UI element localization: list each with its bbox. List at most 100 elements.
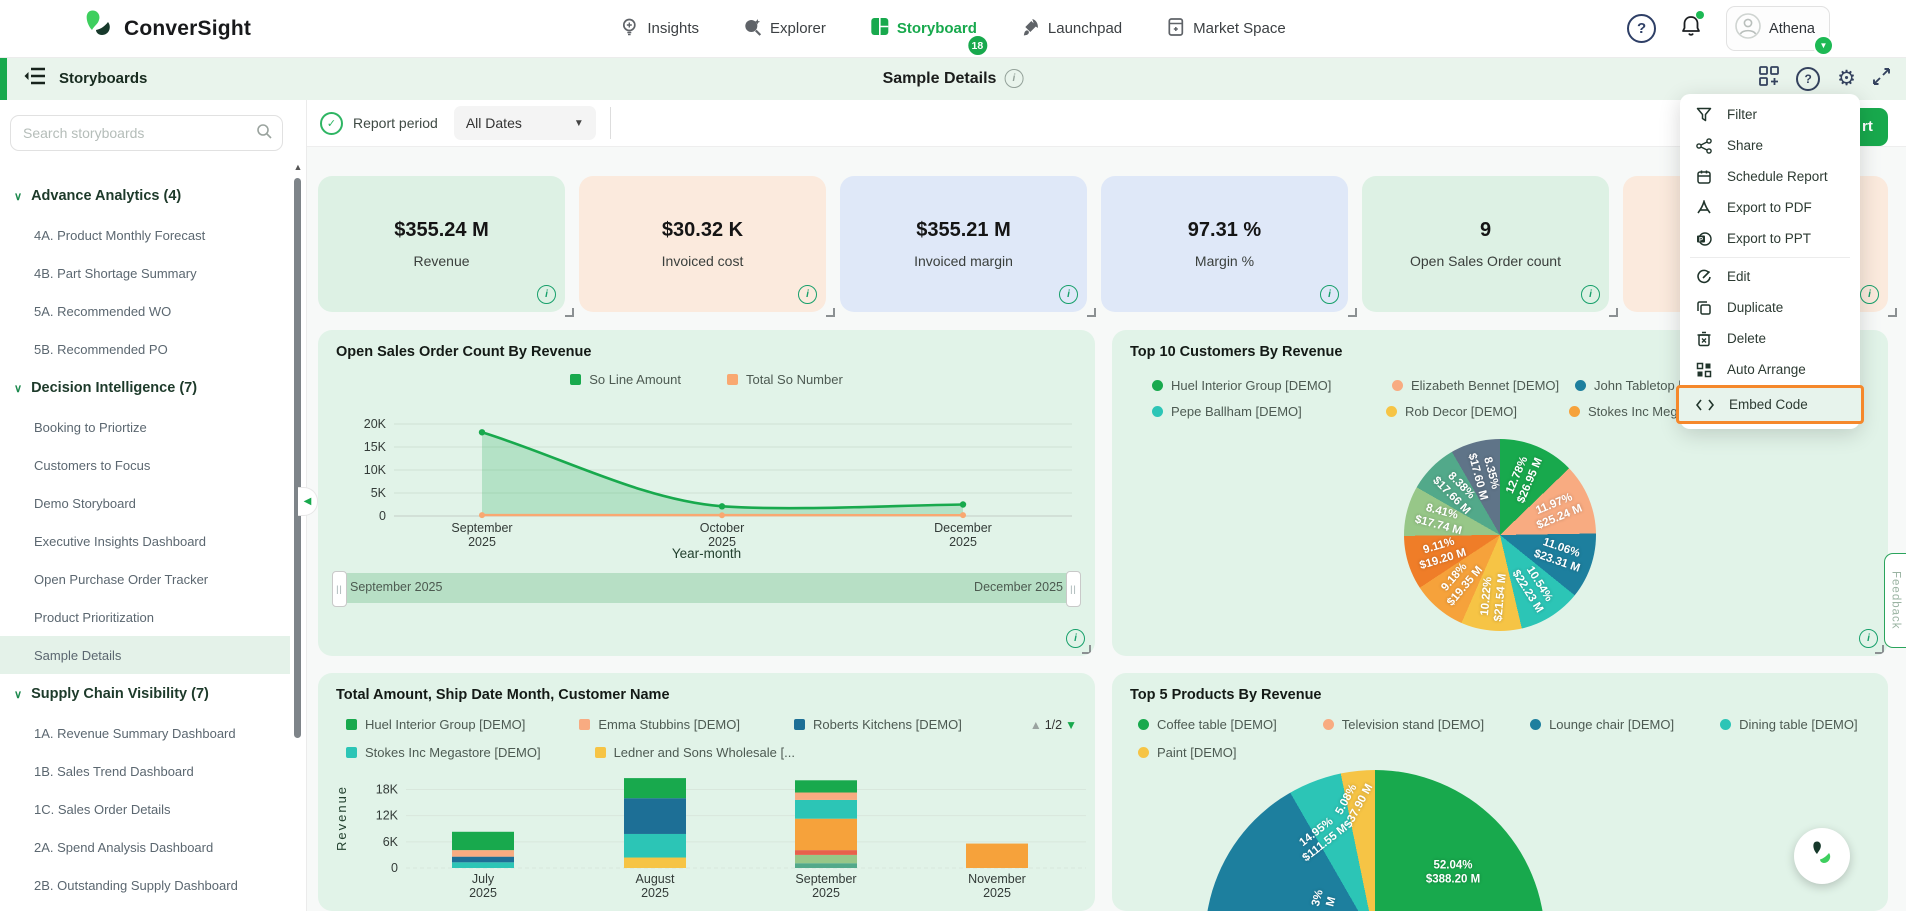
menu-item-schedule-report[interactable]: Schedule Report xyxy=(1680,161,1860,192)
legend-item-paint-demo-[interactable]: Paint [DEMO] xyxy=(1138,745,1236,760)
kpi-card-revenue[interactable]: $355.24 M Revenue i xyxy=(318,176,574,317)
menu-item-export-to-ppt[interactable]: P Export to PPT xyxy=(1680,223,1860,254)
scrollbar-thumb[interactable] xyxy=(294,178,301,738)
sidebar-item-customers-to-focus[interactable]: Customers to Focus xyxy=(34,457,151,473)
slider-handle-left[interactable]: || xyxy=(332,571,347,607)
sidebar-item-5a-recommended-wo[interactable]: 5A. Recommended WO xyxy=(34,303,172,319)
resize-handle[interactable] xyxy=(1875,645,1884,654)
nav-item-market-space[interactable]: Market Space xyxy=(1166,17,1286,40)
sidebar-group-supply-chain-visibility[interactable]: ∨ Supply Chain Visibility (7) xyxy=(0,674,290,714)
resize-handle[interactable] xyxy=(1888,308,1897,317)
nav-item-storyboard[interactable]: Storyboard 18 xyxy=(870,17,989,57)
legend-item-lounge-chair-demo-[interactable]: Lounge chair [DEMO] xyxy=(1530,717,1674,732)
sidebar-collapse-handle[interactable]: ◀ xyxy=(298,487,318,516)
legend-item-ledner-and-sons-wholesale-[interactable]: Ledner and Sons Wholesale [... xyxy=(594,745,795,760)
kpi-card-invoiced-margin[interactable]: $355.21 M Invoiced margin i xyxy=(840,176,1096,317)
settings-gear-icon[interactable]: ⚙ xyxy=(1837,67,1856,90)
notifications-bell-icon[interactable] xyxy=(1680,11,1705,43)
legend-item-rob-decor-demo-[interactable]: Rob Decor [DEMO] xyxy=(1386,404,1517,419)
resize-handle[interactable] xyxy=(1087,308,1096,317)
sidebar-group-advance-analytics[interactable]: ∨ Advance Analytics (4) xyxy=(0,176,290,216)
resize-handle[interactable] xyxy=(1609,308,1618,317)
board-help-icon[interactable]: ? xyxy=(1796,66,1821,91)
report-period-checkbox[interactable]: ✓ xyxy=(320,111,343,135)
stacked-bar-chart[interactable]: 18K 12K 6K 0 July 2025 August 2025 September 2025… xyxy=(348,768,1095,905)
menu-item-embed-code[interactable]: Embed Code xyxy=(1676,385,1864,424)
legend-item-elizabeth-bennet-demo-[interactable]: Elizabeth Bennet [DEMO] xyxy=(1392,378,1559,393)
sidebar-item-booking-to-priortize[interactable]: Booking to Priortize xyxy=(34,419,147,435)
sidebar-scrollbar[interactable]: ▲ ▼ xyxy=(294,160,302,840)
sidebar-item-1c-sales-order-details[interactable]: 1C. Sales Order Details xyxy=(34,801,171,817)
sidebar-item-1a-revenue-summary-dashboard[interactable]: 1A. Revenue Summary Dashboard xyxy=(34,725,236,741)
legend-item-emma-stubbins-demo-[interactable]: Emma Stubbins [DEMO] xyxy=(579,717,740,732)
info-icon[interactable]: i xyxy=(537,285,556,304)
help-icon[interactable]: ? xyxy=(1627,14,1657,43)
menu-item-auto-arrange[interactable]: Auto Arrange xyxy=(1680,354,1860,385)
search-input[interactable] xyxy=(21,124,256,142)
sidebar-item-product-prioritization[interactable]: Product Prioritization xyxy=(34,609,154,625)
kpi-card-invoiced-cost[interactable]: $30.32 K Invoiced cost i xyxy=(579,176,835,317)
legend-item-coffee-table-demo-[interactable]: Coffee table [DEMO] xyxy=(1138,717,1277,732)
add-widget-icon[interactable] xyxy=(1759,66,1780,91)
fullscreen-icon[interactable] xyxy=(1873,67,1890,90)
resize-handle[interactable] xyxy=(565,308,574,317)
page-up-icon[interactable]: ▲ xyxy=(1029,717,1042,732)
sidebar-item-open-purchase-order-tracker[interactable]: Open Purchase Order Tracker xyxy=(34,571,209,587)
resize-handle[interactable] xyxy=(826,308,835,317)
resize-handle[interactable] xyxy=(1348,308,1357,317)
nav-item-explorer[interactable]: Explorer xyxy=(743,17,826,40)
page-down-icon[interactable]: ▼ xyxy=(1065,717,1077,732)
sidebar-item-4b-part-shortage-summary[interactable]: 4B. Part Shortage Summary xyxy=(34,265,197,281)
menu-item-filter[interactable]: Filter xyxy=(1680,99,1860,130)
legend-item-roberts-kitchens-demo-[interactable]: Roberts Kitchens [DEMO] xyxy=(794,717,962,732)
top10-customers-pie[interactable]: 12.78% $26.95 M 11.97% $25.24 M 11.06% $23.31… xyxy=(1404,439,1596,631)
menu-item-export-to-pdf[interactable]: Export to PDF xyxy=(1680,192,1860,223)
sidebar-item-4a-product-monthly-forecast[interactable]: 4A. Product Monthly Forecast xyxy=(34,227,206,243)
scroll-up-icon[interactable]: ▲ xyxy=(293,162,303,172)
sidebar-item-1b-sales-trend-dashboard[interactable]: 1B. Sales Trend Dashboard xyxy=(34,763,194,779)
menu-item-share[interactable]: Share xyxy=(1680,130,1860,161)
info-icon[interactable]: i xyxy=(798,285,817,304)
info-icon[interactable]: i xyxy=(1581,285,1600,304)
sidebar-group-decision-intelligence[interactable]: ∨ Decision Intelligence (7) xyxy=(0,368,290,408)
feedback-tab[interactable]: Feedback xyxy=(1884,553,1906,648)
legend-item-stokes-inc-megastore-demo-[interactable]: Stokes Inc Megastore [DEMO] xyxy=(346,745,541,760)
page-title-info-icon[interactable]: i xyxy=(1004,69,1024,88)
nav-item-insights[interactable]: Insights xyxy=(620,17,699,40)
legend-item-huel-interior-group-demo-[interactable]: Huel Interior Group [DEMO] xyxy=(1152,378,1331,393)
sidebar-item-5b-recommended-po[interactable]: 5B. Recommended PO xyxy=(34,341,168,357)
sidebar-item-sample-details[interactable]: Sample Details xyxy=(0,636,290,674)
sidebar-item-2b-outstanding-supply-dashboard[interactable]: 2B. Outstanding Supply Dashboard xyxy=(34,877,238,893)
slider-handle-right[interactable]: || xyxy=(1066,571,1081,607)
legend-item-television-stand-demo-[interactable]: Television stand [DEMO] xyxy=(1322,717,1484,732)
legend-item-total-so-number[interactable]: Total So Number xyxy=(726,372,843,387)
user-menu-button[interactable]: Athena ▼ xyxy=(1726,6,1834,56)
conversight-logo[interactable]: ConverSight xyxy=(84,10,251,47)
legend-item-pepe-ballham-demo-[interactable]: Pepe Ballham [DEMO] xyxy=(1152,404,1302,419)
kpi-card-margin-[interactable]: 97.31 % Margin % i xyxy=(1101,176,1357,317)
resize-handle[interactable] xyxy=(1082,645,1091,654)
assistant-chat-button[interactable] xyxy=(1794,828,1850,884)
menu-item-edit[interactable]: Edit xyxy=(1680,261,1860,292)
info-icon[interactable]: i xyxy=(1860,285,1879,304)
info-icon[interactable]: i xyxy=(1059,285,1078,304)
storyboard-search[interactable] xyxy=(10,115,283,151)
range-slider[interactable]: || September 2025 December 2025 || xyxy=(332,571,1081,607)
line-chart[interactable]: 20K 15K 10K 5K 0 September 2025 October 2025 Dece… xyxy=(332,412,1080,552)
info-icon[interactable]: i xyxy=(1859,629,1878,648)
report-period-dropdown[interactable]: All Dates ▼ xyxy=(453,106,596,140)
legend-item-so-line-amount[interactable]: So Line Amount xyxy=(570,372,681,387)
nav-item-launchpad[interactable]: Launchpad xyxy=(1021,17,1122,40)
legend-item-huel-interior-group-demo-[interactable]: Huel Interior Group [DEMO] xyxy=(346,717,525,732)
legend-item-dining-table-demo-[interactable]: Dining table [DEMO] xyxy=(1720,717,1858,732)
collapse-menu-icon[interactable] xyxy=(24,67,46,90)
menu-item-delete[interactable]: Delete xyxy=(1680,323,1860,354)
sidebar-item-2a-spend-analysis-dashboard[interactable]: 2A. Spend Analysis Dashboard xyxy=(34,839,214,855)
menu-item-duplicate[interactable]: Duplicate xyxy=(1680,292,1860,323)
kpi-card-open-sales-order-count[interactable]: 9 Open Sales Order count i xyxy=(1362,176,1618,317)
top5-products-pie[interactable]: 52.04% $388.20 M 3% M 14.95% $111.55 M 5.08% $3… xyxy=(1205,770,1545,911)
info-icon[interactable]: i xyxy=(1066,629,1085,648)
sidebar-item-executive-insights-dashboard[interactable]: Executive Insights Dashboard xyxy=(34,533,206,549)
sidebar-item-demo-storyboard[interactable]: Demo Storyboard xyxy=(34,495,136,511)
info-icon[interactable]: i xyxy=(1320,285,1339,304)
